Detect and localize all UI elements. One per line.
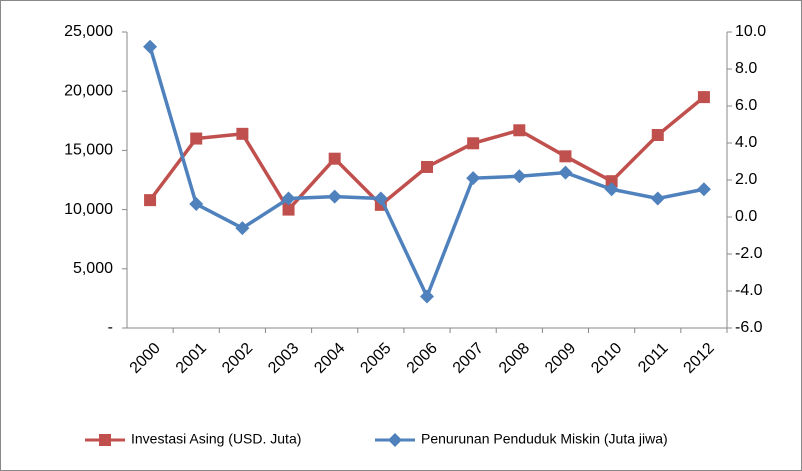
y2-tick-label: 2.0	[735, 171, 757, 188]
point	[236, 127, 249, 140]
y-tick-label: 15,000	[64, 142, 113, 159]
point	[281, 191, 296, 206]
legend-marker	[388, 433, 402, 447]
point	[328, 152, 341, 165]
point	[697, 91, 710, 104]
legend-marker	[99, 434, 111, 446]
point	[327, 189, 342, 204]
y2-tick-label: -4.0	[735, 282, 763, 299]
y2-tick-label: 4.0	[735, 134, 757, 151]
y2-tick-label: -6.0	[735, 319, 763, 336]
point	[558, 165, 573, 180]
y-tick-label: 5,000	[73, 260, 113, 277]
y2-tick-label: 8.0	[735, 60, 757, 77]
point	[420, 289, 434, 304]
point	[144, 194, 157, 207]
y2-tick-label: 10.0	[735, 23, 766, 40]
point	[605, 175, 618, 188]
point	[235, 221, 250, 236]
point	[282, 203, 295, 216]
point	[143, 39, 158, 54]
y-tick-label: 25,000	[64, 23, 113, 40]
y-tick-label: -	[108, 319, 113, 336]
point	[512, 169, 527, 184]
legend-label: Investasi Asing (USD. Juta)	[131, 431, 301, 447]
legend-label: Penurunan Penduduk Miskin (Juta jiwa)	[421, 431, 668, 447]
point	[421, 160, 433, 173]
y-tick-label: 10,000	[64, 201, 113, 218]
y-tick-label: 20,000	[64, 82, 113, 99]
point	[696, 182, 711, 197]
y2-tick-label: -2.0	[735, 245, 763, 262]
y2-tick-label: 6.0	[735, 97, 757, 114]
point	[513, 124, 526, 137]
point	[650, 191, 665, 206]
point	[559, 150, 572, 163]
y2-tick-label: 0.0	[735, 208, 757, 225]
point	[467, 137, 480, 150]
point	[189, 197, 204, 212]
point	[190, 132, 203, 145]
point	[373, 191, 388, 206]
point	[604, 182, 619, 197]
point	[651, 129, 664, 142]
point	[466, 171, 481, 186]
